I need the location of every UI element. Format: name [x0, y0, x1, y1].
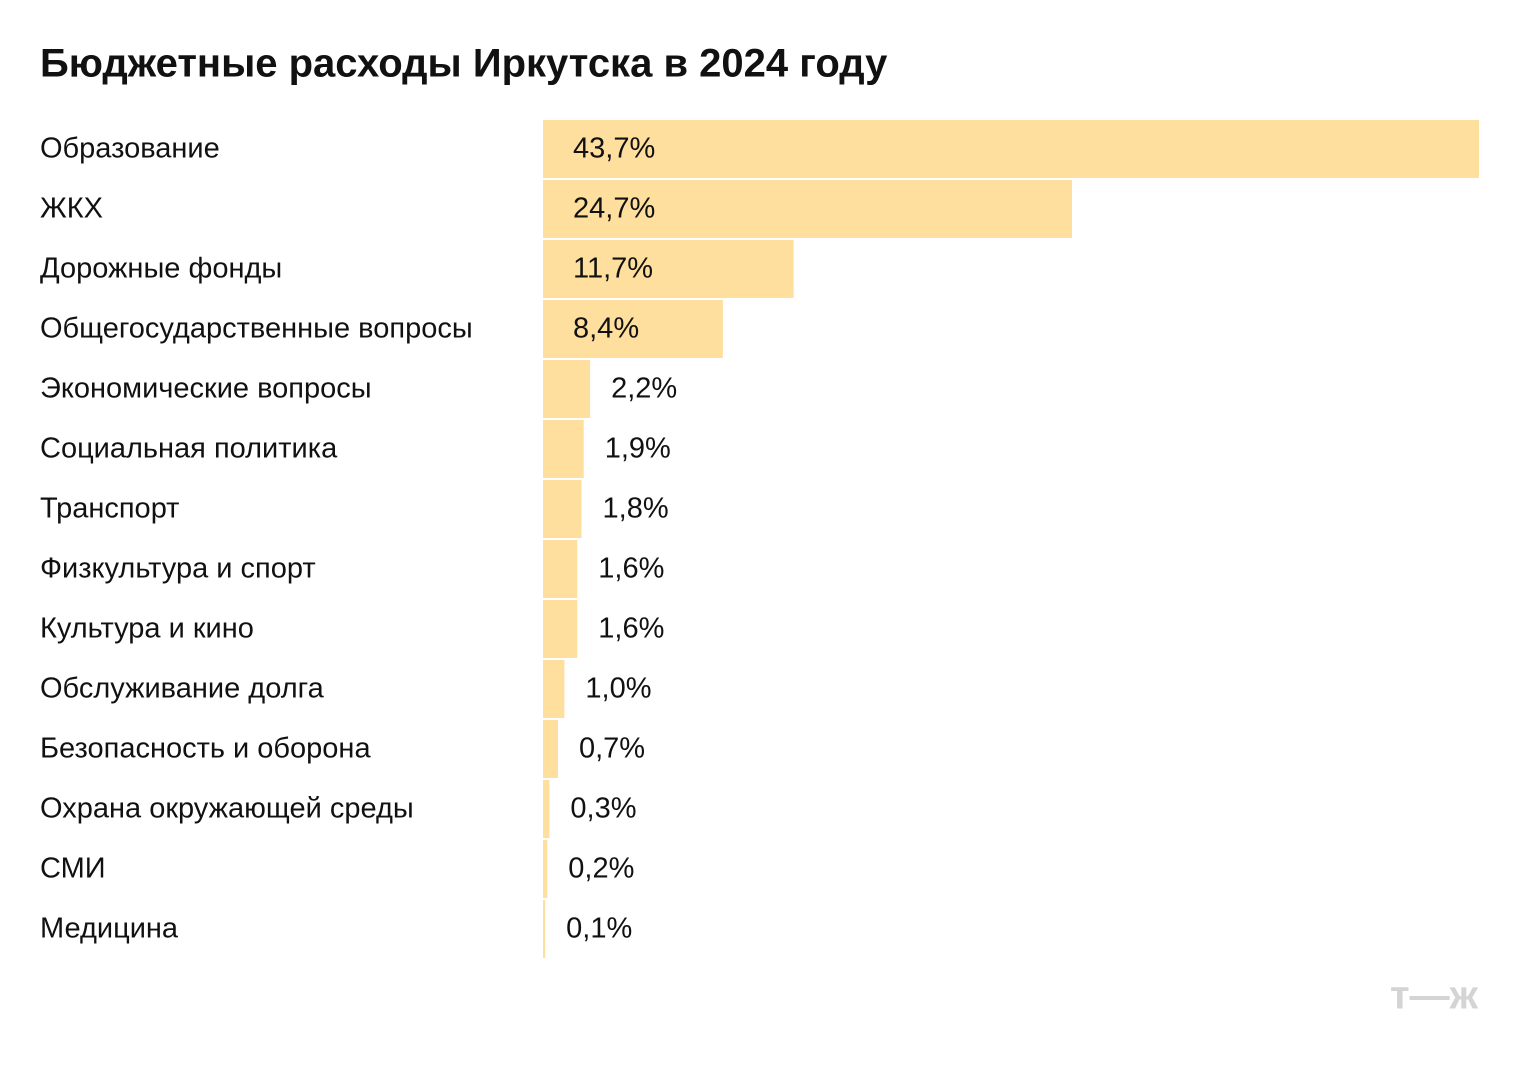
value-label: 24,7%	[573, 193, 655, 225]
category-label: Охрана окружающей среды	[40, 793, 414, 825]
value-label: 0,2%	[568, 853, 634, 885]
category-label: Обслуживание долга	[40, 673, 325, 705]
value-label: 8,4%	[573, 313, 639, 345]
value-label: 1,8%	[603, 493, 669, 525]
category-label: Физкультура и спорт	[40, 553, 316, 585]
category-label: Экономические вопросы	[40, 373, 372, 405]
bar	[543, 420, 584, 478]
logo: т—ж	[1390, 974, 1479, 1018]
category-label: ЖКХ	[40, 193, 103, 225]
category-label: Транспорт	[40, 493, 179, 525]
bar	[543, 300, 723, 358]
bar	[543, 720, 558, 778]
bar	[543, 180, 1073, 238]
value-label: 1,6%	[598, 613, 664, 645]
category-label: Дорожные фонды	[40, 253, 282, 285]
category-label: Образование	[40, 133, 220, 165]
bar	[543, 120, 1479, 178]
value-label: 11,7%	[573, 253, 653, 285]
bar	[543, 480, 582, 538]
category-label: Безопасность и оборона	[40, 733, 371, 765]
category-label: Культура и кино	[40, 613, 254, 645]
bar	[543, 540, 578, 598]
bar	[543, 900, 546, 958]
value-label: 0,3%	[570, 793, 636, 825]
value-label: 0,1%	[566, 913, 632, 945]
value-label: 1,9%	[605, 433, 671, 465]
value-label: 1,6%	[598, 553, 664, 585]
category-label: Медицина	[40, 913, 179, 945]
bar	[543, 600, 578, 658]
category-label: Общегосударственные вопросы	[40, 313, 473, 345]
bar	[543, 780, 550, 838]
category-label: Социальная политика	[40, 433, 338, 465]
value-label: 43,7%	[573, 133, 655, 165]
value-label: 2,2%	[611, 373, 677, 405]
value-label: 0,7%	[579, 733, 645, 765]
category-label: СМИ	[40, 853, 106, 885]
chart-title: Бюджетные расходы Иркутска в 2024 году	[40, 42, 888, 86]
bar	[543, 840, 548, 898]
bar	[543, 360, 591, 418]
bar	[543, 240, 794, 298]
bar	[543, 660, 565, 718]
value-label: 1,0%	[585, 673, 651, 705]
